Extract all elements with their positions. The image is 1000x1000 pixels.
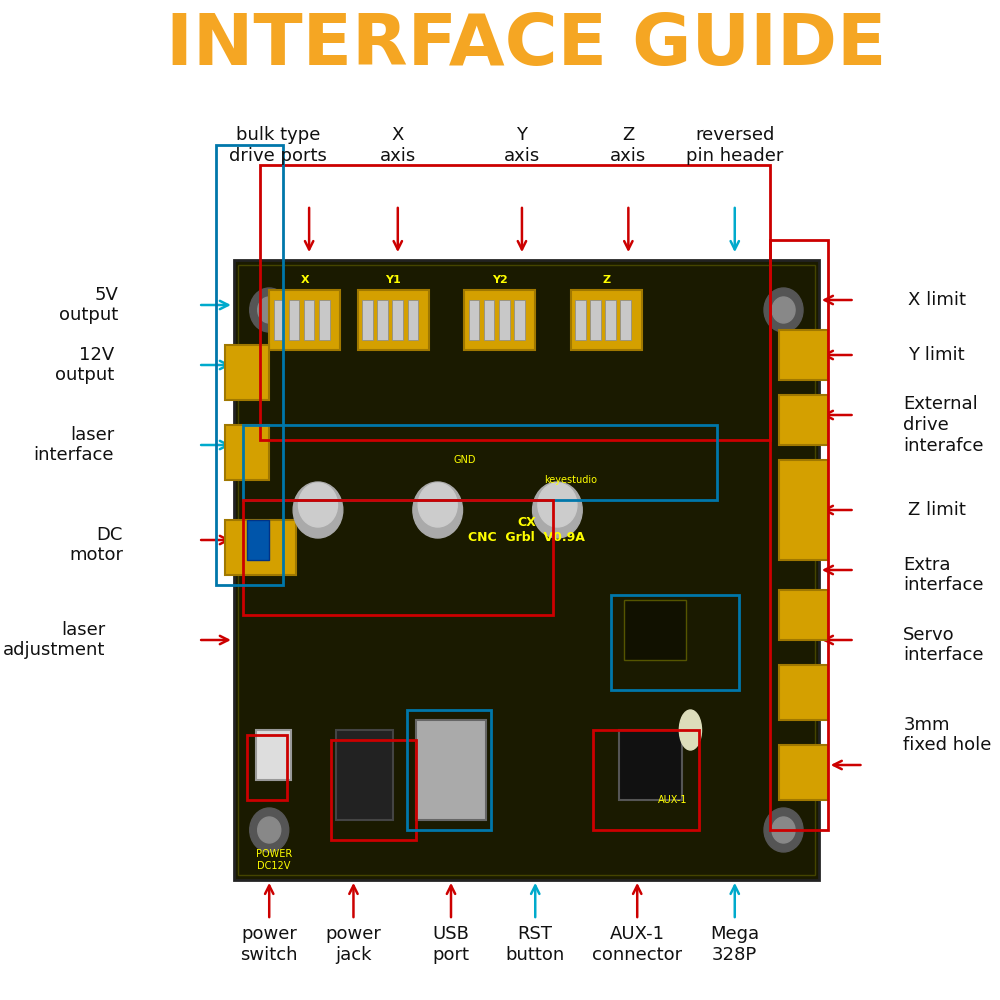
- Bar: [571, 290, 642, 350]
- Text: laser
adjustment: laser adjustment: [3, 621, 105, 659]
- Text: Servo
interface: Servo interface: [903, 626, 984, 664]
- Text: USB
port: USB port: [433, 925, 470, 964]
- Text: GND: GND: [453, 455, 476, 465]
- Circle shape: [413, 482, 463, 538]
- Ellipse shape: [679, 710, 702, 750]
- Text: DC
motor: DC motor: [69, 526, 123, 564]
- Bar: [575, 300, 586, 340]
- Circle shape: [538, 483, 577, 527]
- Text: X: X: [300, 275, 309, 285]
- Text: AUX-1: AUX-1: [658, 795, 687, 805]
- Bar: [624, 600, 686, 660]
- Text: power
jack: power jack: [326, 925, 381, 964]
- Bar: [358, 290, 429, 350]
- Text: Y limit: Y limit: [908, 346, 964, 364]
- Circle shape: [772, 297, 795, 323]
- Text: Z limit: Z limit: [908, 501, 966, 519]
- Bar: [260, 165, 770, 440]
- Text: Z: Z: [602, 275, 610, 285]
- Bar: [514, 300, 525, 340]
- Text: Extra
interface: Extra interface: [903, 556, 984, 594]
- Bar: [247, 520, 269, 560]
- Bar: [779, 665, 828, 720]
- Bar: [464, 290, 535, 350]
- Circle shape: [258, 297, 281, 323]
- Circle shape: [772, 817, 795, 843]
- Bar: [289, 300, 299, 340]
- Text: bulk type
drive ports: bulk type drive ports: [229, 126, 327, 165]
- Text: 5V
output: 5V output: [59, 286, 118, 324]
- Circle shape: [298, 483, 337, 527]
- Bar: [392, 300, 403, 340]
- Bar: [304, 300, 314, 340]
- Text: X
axis: X axis: [380, 126, 416, 165]
- Bar: [234, 260, 819, 880]
- Text: CX
CNC  Grbl  V0.9A: CX CNC Grbl V0.9A: [468, 516, 585, 544]
- Text: Y2: Y2: [492, 275, 508, 285]
- Circle shape: [533, 482, 582, 538]
- Bar: [499, 300, 510, 340]
- Bar: [593, 730, 699, 830]
- Text: Z
axis: Z axis: [610, 126, 646, 165]
- Bar: [484, 300, 494, 340]
- Bar: [243, 500, 553, 615]
- Bar: [779, 590, 828, 640]
- Bar: [225, 425, 269, 480]
- Bar: [779, 395, 828, 445]
- Bar: [590, 300, 601, 340]
- Bar: [362, 300, 373, 340]
- Circle shape: [764, 808, 803, 852]
- Bar: [225, 345, 269, 400]
- Bar: [238, 265, 815, 875]
- Bar: [620, 300, 631, 340]
- Text: AUX-1
connector: AUX-1 connector: [592, 925, 682, 964]
- Bar: [408, 300, 418, 340]
- Text: 3mm
fixed hole: 3mm fixed hole: [903, 716, 992, 754]
- Text: Y1: Y1: [385, 275, 401, 285]
- Text: power
switch: power switch: [240, 925, 298, 964]
- Text: INTERFACE GUIDE: INTERFACE GUIDE: [166, 10, 887, 80]
- Circle shape: [250, 808, 289, 852]
- Circle shape: [293, 482, 343, 538]
- Bar: [256, 730, 291, 780]
- Circle shape: [764, 288, 803, 332]
- Text: Mega
328P: Mega 328P: [710, 925, 759, 964]
- Bar: [274, 300, 284, 340]
- Circle shape: [418, 483, 457, 527]
- Bar: [416, 720, 486, 820]
- Text: laser
interface: laser interface: [34, 426, 114, 464]
- Bar: [336, 730, 393, 820]
- Text: 12V
output: 12V output: [55, 346, 114, 384]
- Bar: [779, 745, 828, 800]
- Bar: [407, 710, 491, 830]
- Bar: [269, 290, 340, 350]
- Bar: [469, 300, 479, 340]
- Text: keyestudio: keyestudio: [544, 475, 597, 485]
- Circle shape: [258, 817, 281, 843]
- Bar: [377, 300, 388, 340]
- Bar: [779, 330, 828, 380]
- Bar: [605, 300, 616, 340]
- Text: X limit: X limit: [908, 291, 966, 309]
- Text: POWER
DC12V: POWER DC12V: [256, 849, 292, 871]
- Text: RST
button: RST button: [506, 925, 565, 964]
- Bar: [319, 300, 330, 340]
- Bar: [779, 460, 828, 560]
- Bar: [619, 730, 682, 800]
- Circle shape: [250, 288, 289, 332]
- Bar: [225, 520, 296, 575]
- Bar: [243, 425, 717, 500]
- Text: Y
axis: Y axis: [504, 126, 540, 165]
- Text: External
drive
interafce: External drive interafce: [903, 395, 984, 455]
- Bar: [216, 145, 283, 585]
- Bar: [247, 735, 287, 800]
- Text: reversed
pin header: reversed pin header: [686, 126, 783, 165]
- Bar: [770, 240, 828, 830]
- Bar: [611, 595, 739, 690]
- Bar: [331, 740, 416, 840]
